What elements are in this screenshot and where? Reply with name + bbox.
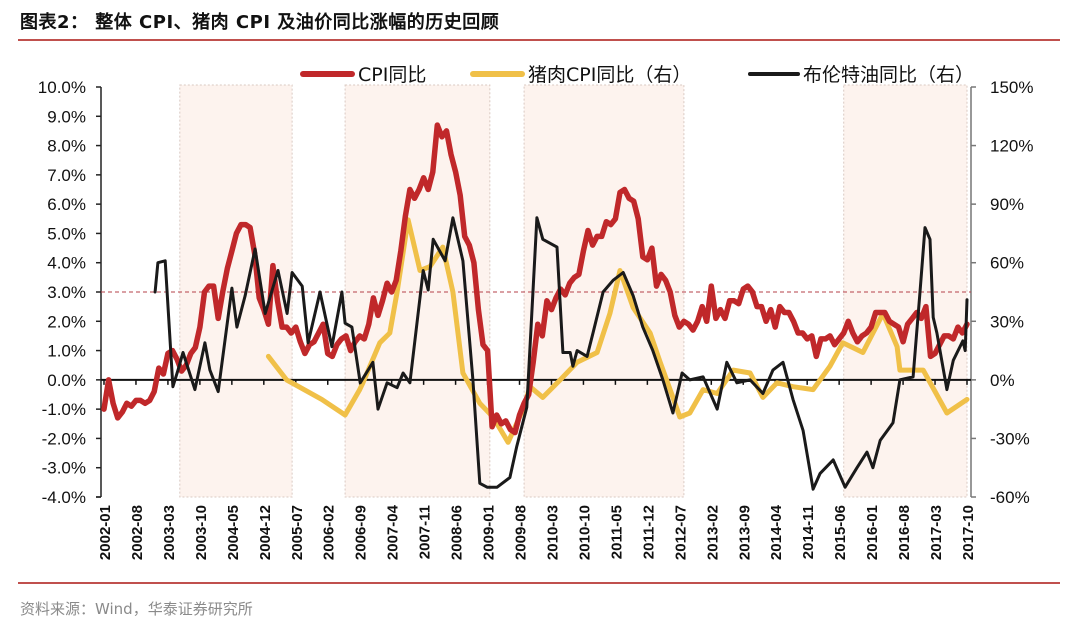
legend-swatch-brent (748, 71, 800, 76)
x-axis-tick-label: 2017-03 (928, 505, 945, 560)
x-axis-tick-label: 2008-06 (449, 505, 466, 560)
left-axis-tick-label: 10.0% (38, 78, 86, 97)
x-axis-tick-label: 2011-12 (640, 505, 657, 559)
x-axis-tick-label: 2002-08 (129, 505, 146, 560)
left-axis-tick-label: 2.0% (47, 312, 86, 331)
right-axis-tick-label: 120% (990, 137, 1033, 156)
series-line-brent (153, 216, 969, 491)
left-axis-tick-label: -4.0% (42, 488, 86, 507)
legend-item-brent: 布伦特油同比（右） (748, 60, 974, 87)
left-axis-tick-label: 3.0% (47, 283, 86, 302)
x-axis-tick-label: 2010-10 (576, 505, 593, 560)
x-axis-tick-label: 2002-01 (97, 505, 114, 560)
x-axis-tick-label: 2003-03 (161, 505, 178, 560)
x-axis-tick-label: 2004-05 (225, 505, 242, 560)
legend-item-pork: 猪肉CPI同比（右） (470, 60, 691, 87)
x-axis-tick-label: 2016-08 (896, 505, 913, 560)
x-axis-tick-label: 2009-08 (513, 505, 530, 560)
right-axis-tick-label: 90% (990, 195, 1024, 214)
legend-label-cpi: CPI同比 (358, 64, 427, 86)
right-axis-tick-label: -60% (990, 488, 1030, 507)
left-axis-tick-label: 5.0% (47, 224, 86, 243)
x-axis-tick-label: 2007-11 (417, 505, 434, 559)
source-note: 资料来源：Wind，华泰证券研究所 (20, 600, 253, 618)
shaded-period (344, 84, 491, 498)
right-axis-tick-label: 60% (990, 254, 1024, 273)
x-axis-tick-label: 2016-01 (864, 505, 881, 560)
x-axis-tick-label: 2017-10 (960, 505, 977, 560)
left-axis-tick-label: 8.0% (47, 137, 86, 156)
x-axis-tick-label: 2004-12 (257, 505, 274, 560)
left-axis-tick-label: 4.0% (47, 254, 86, 273)
legend-label-brent: 布伦特油同比（右） (803, 64, 975, 86)
left-axis-tick-label: 0.0% (47, 371, 86, 390)
left-axis-tick-label: -2.0% (42, 429, 86, 448)
legend-label-pork: 猪肉CPI同比（右） (528, 64, 692, 86)
x-axis-tick-label: 2014-11 (800, 505, 817, 559)
x-axis-tick-label: 2014-04 (768, 504, 785, 560)
left-axis-tick-label: 9.0% (47, 107, 86, 126)
x-axis-tick-label: 2005-07 (289, 505, 306, 560)
x-axis-tick-label: 2006-02 (321, 505, 338, 560)
left-axis-tick-label: 1.0% (47, 342, 86, 361)
right-axis-tick-label: 30% (990, 312, 1024, 331)
x-axis-tick-label: 2013-09 (736, 505, 753, 560)
series-line-pork-cpi (265, 217, 970, 445)
chart-title: 图表2： 整体 CPI、猪肉 CPI 及油价同比涨幅的历史回顾 (20, 12, 500, 33)
x-axis-tick-label: 2009-01 (481, 505, 498, 560)
left-axis-tick-label: 6.0% (47, 195, 86, 214)
x-axis-tick-label: 2013-02 (704, 505, 721, 560)
x-axis-tick-label: 2012-07 (672, 505, 689, 560)
legend-swatch-cpi (300, 70, 355, 77)
x-axis-tick-label: 2011-05 (608, 505, 625, 559)
series-line-cpi (101, 122, 970, 436)
x-axis-tick-label: 2006-09 (353, 505, 370, 560)
x-axis-tick-label: 2007-04 (385, 504, 402, 560)
left-axis-tick-label: 7.0% (47, 166, 86, 185)
right-axis-tick-label: 150% (990, 78, 1033, 97)
left-axis-tick-label: -3.0% (42, 459, 86, 478)
right-axis-tick-label: -30% (990, 429, 1030, 448)
source-rule (18, 582, 1060, 584)
title-rule (18, 39, 1060, 41)
shaded-period (843, 84, 968, 498)
legend-swatch-pork (470, 70, 525, 77)
x-axis-tick-label: 2015-06 (832, 505, 849, 560)
left-axis-tick-label: -1.0% (42, 400, 86, 419)
legend-item-cpi: CPI同比 (300, 60, 426, 87)
x-axis-tick-label: 2003-10 (193, 505, 210, 560)
x-axis-tick-label: 2010-03 (544, 505, 561, 560)
right-axis-tick-label: 0% (990, 371, 1015, 390)
